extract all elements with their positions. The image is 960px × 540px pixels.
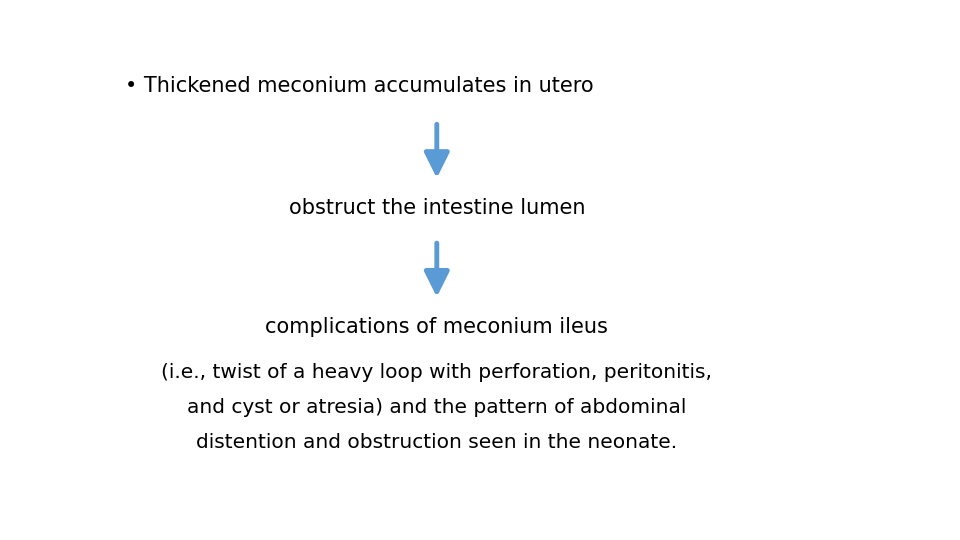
Text: (i.e., twist of a heavy loop with perforation, peritonitis,: (i.e., twist of a heavy loop with perfor…	[161, 363, 712, 382]
Text: complications of meconium ileus: complications of meconium ileus	[265, 316, 609, 337]
Text: and cyst or atresia) and the pattern of abdominal: and cyst or atresia) and the pattern of …	[187, 398, 686, 417]
Text: distention and obstruction seen in the neonate.: distention and obstruction seen in the n…	[196, 433, 678, 453]
Text: • Thickened meconium accumulates in utero: • Thickened meconium accumulates in uter…	[125, 76, 593, 97]
Text: obstruct the intestine lumen: obstruct the intestine lumen	[289, 198, 585, 218]
